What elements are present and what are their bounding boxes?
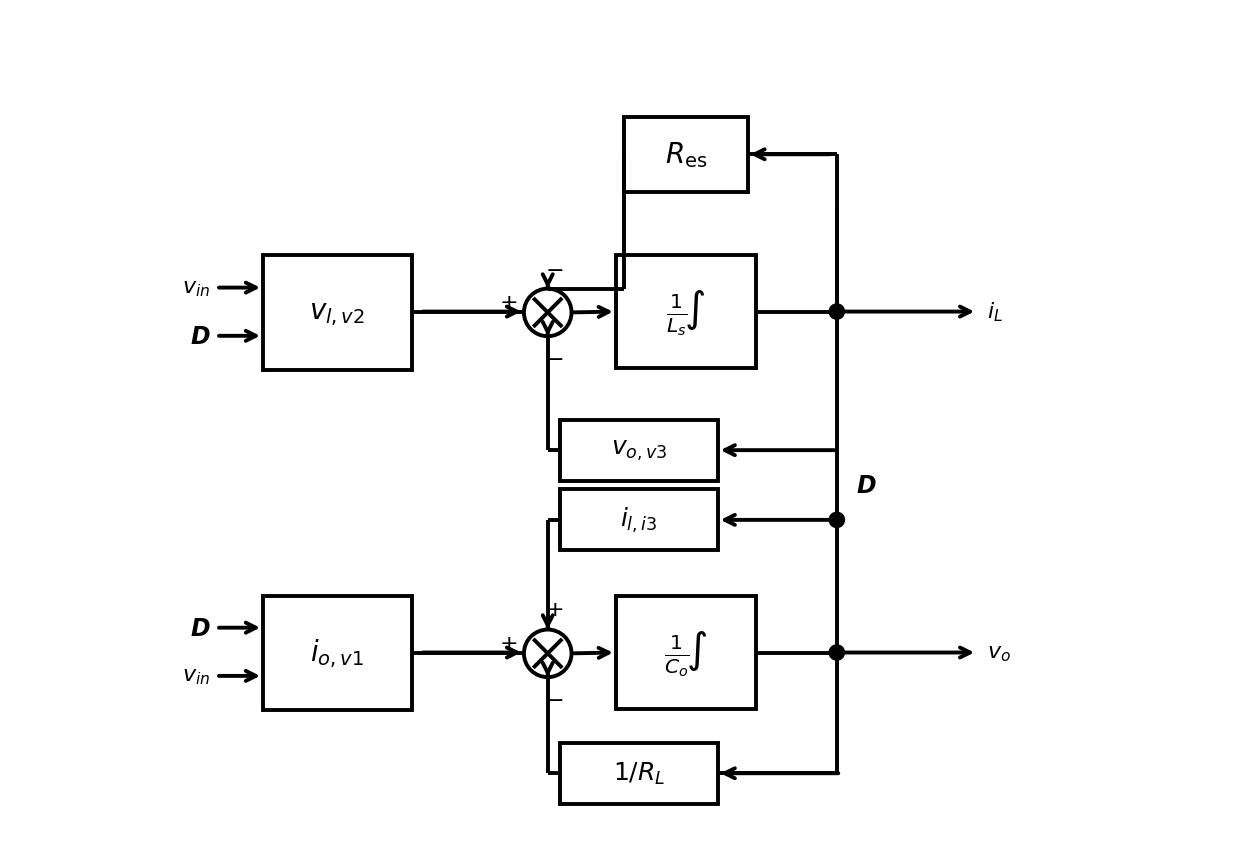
Text: $\boldsymbol{D}$: $\boldsymbol{D}$ bbox=[856, 474, 877, 498]
Text: $\boldsymbol{D}$: $\boldsymbol{D}$ bbox=[190, 616, 211, 640]
Text: $v_{in}$: $v_{in}$ bbox=[182, 666, 211, 686]
Bar bbox=[560, 490, 718, 551]
Text: $\frac{1}{L_s}\!\int$: $\frac{1}{L_s}\!\int$ bbox=[666, 287, 706, 337]
Text: +: + bbox=[500, 293, 518, 313]
Circle shape bbox=[830, 513, 844, 528]
Text: $R_{\rm es}$: $R_{\rm es}$ bbox=[665, 141, 707, 170]
Text: $-$: $-$ bbox=[546, 688, 564, 708]
Text: $1/R_L$: $1/R_L$ bbox=[613, 760, 666, 786]
Text: $\boldsymbol{D}$: $\boldsymbol{D}$ bbox=[190, 325, 211, 348]
Bar bbox=[560, 420, 718, 481]
Text: $\frac{1}{C_o}\!\int$: $\frac{1}{C_o}\!\int$ bbox=[665, 628, 708, 678]
Text: +: + bbox=[546, 599, 564, 619]
Bar bbox=[263, 596, 412, 711]
Text: +: + bbox=[500, 633, 518, 653]
Bar bbox=[616, 596, 756, 709]
Text: $v_{in}$: $v_{in}$ bbox=[182, 279, 211, 298]
Bar bbox=[624, 118, 748, 193]
Circle shape bbox=[830, 645, 844, 660]
Bar bbox=[616, 256, 756, 368]
Text: $-$: $-$ bbox=[546, 348, 564, 368]
Text: $v_{o,v3}$: $v_{o,v3}$ bbox=[611, 439, 667, 463]
Text: $i_{o,v1}$: $i_{o,v1}$ bbox=[310, 636, 365, 670]
Text: $i_L$: $i_L$ bbox=[987, 301, 1003, 324]
Text: $v_{l,v2}$: $v_{l,v2}$ bbox=[310, 300, 365, 327]
Bar bbox=[560, 743, 718, 804]
Text: $v_o$: $v_o$ bbox=[987, 642, 1012, 663]
Circle shape bbox=[830, 304, 844, 320]
Bar bbox=[263, 256, 412, 371]
Text: $i_{l,i3}$: $i_{l,i3}$ bbox=[620, 506, 658, 535]
Text: $-$: $-$ bbox=[546, 258, 564, 279]
